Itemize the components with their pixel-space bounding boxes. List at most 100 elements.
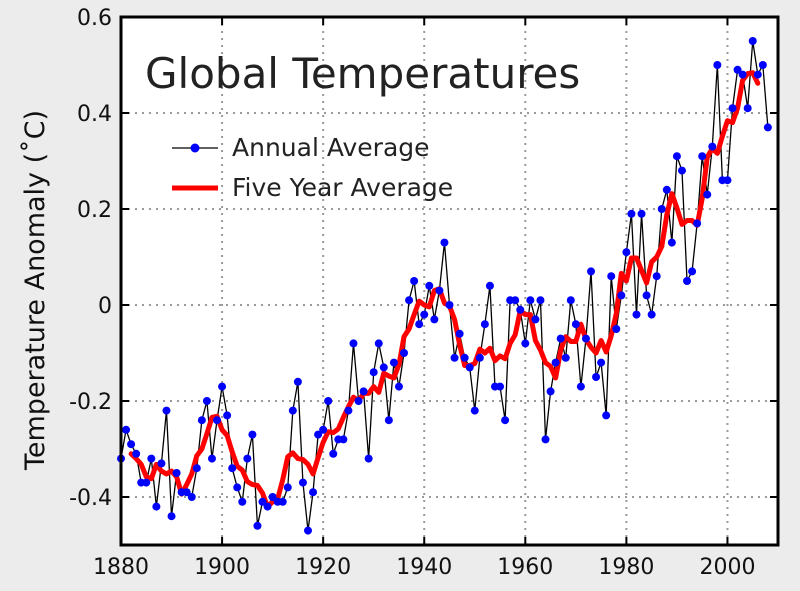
annual-data-point [566,296,575,305]
annual-data-point [445,301,454,309]
annual-data-point [677,166,686,175]
annual-data-point [425,281,434,290]
annual-data-point [324,397,333,405]
annual-data-point [268,493,277,501]
annual-data-point [354,397,363,405]
annual-data-point [243,454,252,463]
annual-data-point [470,406,479,415]
annual-data-point [415,320,424,329]
annual-data-point [258,497,267,506]
annual-data-point [167,512,176,521]
annual-data-point [172,469,181,477]
annual-data-point [278,497,287,506]
x-tick-label: 1900 [194,555,250,580]
annual-data-point [485,281,494,290]
annual-data-point [460,353,469,362]
annual-data-point [496,382,505,391]
annual-data-point [344,406,353,415]
y-tick-label: 0.4 [77,102,112,127]
annual-data-point [587,267,596,276]
series-layer [117,37,772,535]
annual-data-point [192,464,201,473]
chart-title: Global Temperatures [145,49,580,98]
annual-data-point [248,430,257,439]
annual-data-point [213,416,222,425]
annual-data-point [748,37,757,45]
five-year-average-line [128,70,761,510]
annual-data-point [207,454,216,463]
annual-data-point [597,358,606,367]
annual-data-point [187,493,196,501]
annual-data-point [480,320,489,329]
x-tick-label: 2000 [699,555,755,580]
annual-data-point [379,363,388,372]
annual-data-point [440,238,449,247]
legend-five-year-label: Five Year Average [232,173,453,202]
annual-data-point [708,142,717,151]
annual-data-point [430,315,439,324]
annual-data-point [546,387,555,396]
annual-data-point [667,238,676,247]
annual-data-point [683,277,692,285]
annual-data-point [157,459,166,468]
annual-data-point [319,425,328,434]
annual-data-point [152,502,161,511]
annual-data-point [536,296,545,305]
annual-data-point [516,305,525,314]
annual-data-point [728,104,737,113]
annual-data-point [238,497,247,506]
annual-data-point [632,310,641,319]
annual-data-point [314,430,323,439]
annual-data-point [743,104,752,113]
annual-data-point [455,329,464,338]
annual-data-point [223,411,232,420]
annual-data-point [263,502,272,511]
y-tick-label: -0.2 [69,390,112,415]
annual-data-point [662,185,671,194]
annual-data-point [738,70,747,79]
x-tick-label: 1920 [295,555,351,580]
annual-data-point [364,454,373,463]
annual-data-point [758,61,767,69]
annual-data-point [753,70,762,79]
annual-data-point [405,296,414,305]
annual-data-point [556,334,565,343]
annual-data-point [197,416,206,425]
annual-data-point [394,382,403,391]
annual-data-point [713,61,722,69]
annual-data-point [389,358,398,367]
annual-data-point [410,277,419,285]
annual-data-point [541,435,550,444]
annual-data-point [576,382,585,391]
legend-annual-marker [190,143,200,153]
annual-data-point [501,416,510,425]
annual-data-point [122,425,131,434]
y-tick-label: 0.6 [77,6,112,31]
annual-data-point [288,406,297,415]
annual-data-point [303,526,312,535]
annual-data-point [293,377,302,386]
annual-data-point [561,353,570,362]
annual-data-point [622,248,631,257]
annual-data-point [475,353,484,362]
x-tick-label: 1940 [396,555,452,580]
annual-data-point [218,382,227,391]
annual-data-point [521,339,530,348]
annual-data-point [435,286,444,295]
annual-data-point [602,411,611,420]
annual-data-point [298,478,307,487]
annual-data-point [142,478,151,487]
legend: Annual Average Five Year Average [172,133,453,202]
annual-data-point [763,123,772,132]
annual-data-point [233,483,242,492]
annual-data-point [374,339,383,348]
x-tick-label: 1880 [93,555,149,580]
annual-data-point [400,349,409,357]
annual-data-point [228,464,237,473]
annual-data-point [733,65,742,74]
x-tick-label: 1960 [497,555,553,580]
annual-data-point [627,209,636,218]
annual-data-point [162,406,171,415]
annual-data-point [147,454,156,463]
